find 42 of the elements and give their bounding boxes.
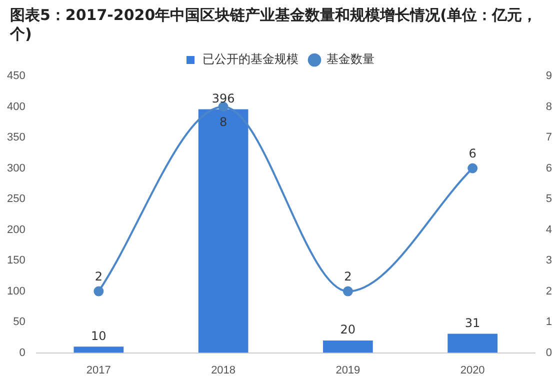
- data-label: 6: [468, 146, 476, 160]
- y-tick-label: 50: [13, 316, 26, 328]
- y-tick-label: 0: [19, 346, 26, 359]
- y-tick-label: 150: [6, 254, 26, 267]
- y2-tick-label: 2: [546, 285, 552, 298]
- data-label: 2: [344, 269, 352, 284]
- data-label: 10: [91, 328, 106, 343]
- y-tick-label: 100: [6, 285, 26, 298]
- legend-label: 基金数量: [326, 52, 374, 66]
- y2-tick-label: 3: [546, 254, 552, 267]
- y-tick-label: 400: [6, 100, 26, 113]
- y-tick-label: 300: [6, 162, 26, 174]
- bar: [74, 346, 124, 353]
- point: [94, 286, 104, 296]
- chart-title: 图表5：2017-2020年中国区块链产业基金数量和规模增长情况(单位：亿元，个): [8, 5, 538, 44]
- point: [468, 163, 478, 174]
- bar: [323, 340, 373, 353]
- y2-tick-label: 9: [546, 70, 552, 82]
- x-tick-label: 2017: [86, 364, 111, 376]
- y2-tick-label: 1: [546, 316, 552, 328]
- data-label: 20: [340, 322, 356, 337]
- y2-tick-label: 4: [546, 224, 552, 236]
- data-label: 396: [212, 91, 235, 106]
- bar: [448, 334, 498, 353]
- point: [342, 286, 353, 296]
- y-tick-label: 350: [6, 132, 26, 144]
- y-tick-label: 200: [6, 224, 26, 236]
- x-tick-label: 2019: [336, 364, 360, 376]
- data-label: 31: [464, 316, 480, 330]
- data-label: 2: [94, 269, 102, 284]
- data-label: 8: [219, 114, 228, 129]
- y-tick-label: 450: [6, 70, 26, 82]
- y2-tick-label: 6: [546, 162, 552, 174]
- y2-tick-label: 0: [546, 346, 552, 359]
- y2-tick-label: 8: [546, 100, 552, 113]
- x-tick-label: 2018: [211, 364, 236, 376]
- y2-tick-label: 7: [546, 132, 552, 144]
- y-tick-label: 250: [6, 193, 26, 206]
- y2-tick-label: 5: [546, 193, 552, 206]
- x-tick-label: 2020: [460, 364, 485, 376]
- bar: [198, 109, 248, 353]
- legend-label: 已公开的基金规模: [202, 52, 298, 66]
